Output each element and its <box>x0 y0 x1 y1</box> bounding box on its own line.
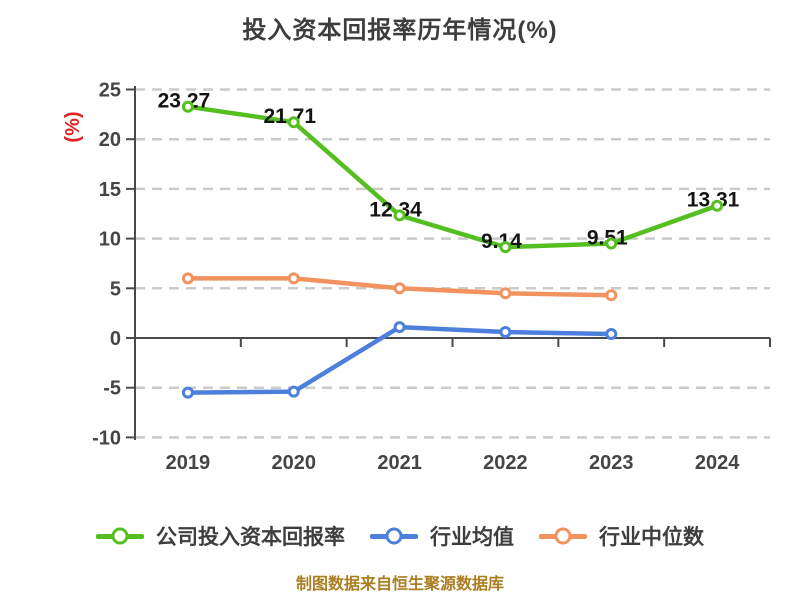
legend-label: 行业均值 <box>430 526 514 549</box>
marker-industry-mean-2019 <box>181 386 194 399</box>
legend-label: 行业中位数 <box>599 526 704 549</box>
marker-industry-median-2020 <box>287 272 300 285</box>
marker-industry-mean-2022 <box>499 326 512 339</box>
y-tick-label-20: 20 <box>99 129 121 151</box>
legend-line-marker-icon <box>539 527 587 545</box>
y-tick-label--10: -10 <box>92 427 121 449</box>
y-tick-label--5: -5 <box>103 378 121 400</box>
y-tick-label-10: 10 <box>99 229 121 251</box>
marker-company-roic-2020 <box>287 116 300 129</box>
marker-company-roic-2021 <box>393 209 406 222</box>
y-tick-label-15: 15 <box>99 179 121 201</box>
series-line-company-roic <box>185 104 720 250</box>
chart-title: 投入资本回报率历年情况(%) <box>242 17 558 44</box>
y-tick-label-25: 25 <box>99 80 121 102</box>
legend-line-marker-icon <box>370 527 418 545</box>
marker-industry-median-2023 <box>605 289 618 302</box>
x-tick-label-2022: 2022 <box>483 452 528 474</box>
data-label-company-roic-2022: 9.14 <box>481 230 522 253</box>
legend-item-industry-mean[interactable]: 行业均值 <box>370 521 514 551</box>
series-line-industry-mean <box>185 324 614 395</box>
marker-industry-median-2021 <box>393 282 406 295</box>
x-tick-label-2019: 2019 <box>166 452 211 474</box>
marker-industry-mean-2023 <box>605 328 618 341</box>
data-label-company-roic-2023: 9.51 <box>587 226 628 249</box>
x-tick-label-2021: 2021 <box>377 452 422 474</box>
marker-company-roic-2023 <box>605 237 618 250</box>
y-tick-label-0: 0 <box>110 328 121 350</box>
legend-dot-icon <box>111 527 129 545</box>
x-tick-label-2024: 2024 <box>695 452 740 474</box>
data-label-company-roic-2024: 13.31 <box>687 189 740 212</box>
legend-dot-icon <box>554 527 572 545</box>
marker-industry-median-2022 <box>499 287 512 300</box>
marker-company-roic-2019 <box>181 100 194 113</box>
legend: 公司投入资本回报率 行业均值 行业中位数 <box>0 521 800 551</box>
x-tick-label-2023: 2023 <box>589 452 634 474</box>
marker-industry-mean-2020 <box>287 385 300 398</box>
legend-line-marker-icon <box>96 527 144 545</box>
data-label-company-roic-2021: 12.34 <box>369 198 422 221</box>
legend-label: 公司投入资本回报率 <box>156 526 345 549</box>
data-label-company-roic-2019: 23.27 <box>158 90 211 113</box>
legend-item-industry-median[interactable]: 行业中位数 <box>539 521 704 551</box>
marker-industry-median-2019 <box>181 272 194 285</box>
marker-company-roic-2024 <box>711 199 724 212</box>
marker-industry-mean-2021 <box>393 321 406 334</box>
legend-dot-icon <box>385 527 403 545</box>
legend-item-company-roic[interactable]: 公司投入资本回报率 <box>96 521 345 551</box>
y-tick-label-5: 5 <box>110 278 121 300</box>
data-label-company-roic-2020: 21.71 <box>263 105 316 128</box>
data-source-caption: 制图数据来自恒生聚源数据库 <box>295 576 504 593</box>
x-tick-label-2020: 2020 <box>272 452 317 474</box>
marker-company-roic-2022 <box>499 241 512 254</box>
